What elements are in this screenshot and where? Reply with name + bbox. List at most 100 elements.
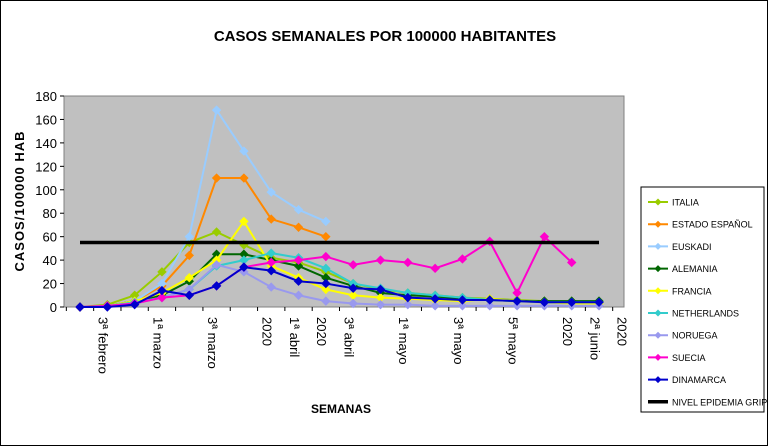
legend-label: SUECIA	[672, 353, 706, 363]
data-point	[321, 278, 331, 289]
data-point	[239, 262, 249, 272]
data-point	[266, 248, 276, 258]
legend-label: ESTADO ESPAÑOL	[672, 220, 753, 230]
data-point	[321, 296, 331, 306]
data-point	[512, 296, 522, 306]
legend-item: NIVEL EPIDEMIA GRIPE	[648, 397, 768, 407]
data-point	[403, 299, 413, 310]
legend-swatch-marker	[654, 220, 662, 228]
data-point	[266, 282, 276, 292]
y-axis-ticks: 0 20 40 60 80 100 120 140 160 180	[35, 89, 64, 315]
data-point	[75, 302, 85, 312]
series-line	[80, 266, 600, 308]
data-point	[211, 173, 222, 183]
data-point	[539, 297, 550, 308]
data-point	[129, 299, 140, 310]
y-tick-label: 80	[43, 206, 57, 221]
y-tick-label: 140	[35, 136, 57, 151]
legend-swatch-marker	[654, 242, 662, 250]
data-point	[157, 292, 167, 303]
data-point	[457, 254, 468, 264]
x-tick-label: 2ª junio	[587, 317, 602, 360]
data-point	[293, 222, 304, 232]
data-point	[457, 301, 468, 311]
y-tick-label: 100	[35, 183, 57, 198]
legend-label: ALEMANIA	[672, 264, 718, 274]
data-point	[375, 284, 386, 295]
data-point	[485, 301, 495, 311]
data-point	[293, 255, 304, 265]
legend-swatch-marker	[654, 265, 662, 273]
data-point	[375, 255, 386, 265]
legend-item: ITALIA	[648, 198, 699, 208]
legend-item: ESTADO ESPAÑOL	[648, 220, 753, 230]
data-point	[239, 173, 249, 183]
data-point	[266, 265, 276, 276]
y-tick-label: 120	[35, 159, 57, 174]
data-point	[403, 292, 413, 303]
legend-label: NORUEGA	[672, 331, 718, 341]
data-point	[239, 216, 249, 227]
data-point	[567, 257, 577, 268]
data-point	[184, 250, 194, 261]
data-point	[293, 204, 304, 215]
x-tick-label: 2020	[314, 317, 329, 346]
x-tick-label: 3ª febrero	[96, 317, 111, 374]
data-point	[375, 299, 386, 310]
data-point	[293, 276, 304, 286]
legend-item: DINAMARCA	[648, 375, 726, 385]
data-point	[457, 295, 468, 305]
data-point	[266, 214, 276, 224]
legend-swatch-marker	[654, 309, 662, 317]
y-tick-label: 0	[50, 300, 57, 315]
legend-label: DINAMARCA	[672, 375, 726, 385]
data-point	[348, 298, 358, 309]
legend-label: EUSKADI	[672, 242, 712, 252]
data-point	[102, 302, 113, 312]
y-tick-label: 40	[43, 253, 57, 268]
x-tick-label: 3ª mayo	[451, 317, 466, 364]
data-point	[157, 285, 167, 296]
y-axis-label: CASOS/100000 HAB	[12, 131, 27, 272]
x-tick-label: 3ª marzo	[205, 317, 220, 369]
data-point	[430, 294, 440, 304]
data-point	[184, 290, 194, 300]
x-tick-label: 2020	[560, 317, 575, 346]
data-point	[594, 297, 604, 308]
data-point	[211, 227, 222, 237]
data-point	[321, 251, 331, 262]
data-point	[239, 146, 249, 156]
data-point	[184, 272, 194, 283]
x-tick-label: 5ª mayo	[505, 317, 520, 364]
data-point	[321, 263, 331, 274]
data-point	[211, 105, 222, 115]
data-point	[403, 257, 413, 268]
x-tick-label: 1ª abril	[287, 317, 302, 357]
series-lines	[75, 105, 604, 312]
legend-item: ALEMANIA	[648, 264, 718, 274]
y-tick-label: 20	[43, 277, 57, 292]
legend-swatch-marker	[654, 353, 662, 361]
legend-label: FRANCIA	[672, 286, 712, 296]
y-tick-label: 180	[35, 89, 57, 104]
data-point	[567, 297, 577, 308]
legend-label: ITALIA	[672, 198, 699, 208]
legend-item: FRANCIA	[648, 286, 712, 296]
data-point	[293, 290, 304, 300]
data-point	[293, 261, 304, 271]
x-tick-label: 3ª abril	[342, 317, 357, 357]
legend-item: NETHERLANDS	[648, 309, 739, 319]
data-point	[539, 231, 550, 242]
x-axis-label: SEMANAS	[311, 402, 371, 416]
x-axis-ticks: 3ª febrero 1ª marzo 3ª marzo 2020 1ª abril 20…	[65, 307, 657, 374]
data-point	[348, 260, 358, 270]
data-point	[184, 231, 194, 242]
y-tick-label: 60	[43, 230, 57, 245]
data-point	[485, 295, 495, 305]
series-dinamarca	[75, 262, 604, 312]
legend-label: NIVEL EPIDEMIA GRIPE	[672, 397, 768, 407]
x-tick-label: 1ª mayo	[396, 317, 411, 364]
legend-swatch-marker	[654, 331, 662, 339]
data-point	[430, 263, 440, 274]
